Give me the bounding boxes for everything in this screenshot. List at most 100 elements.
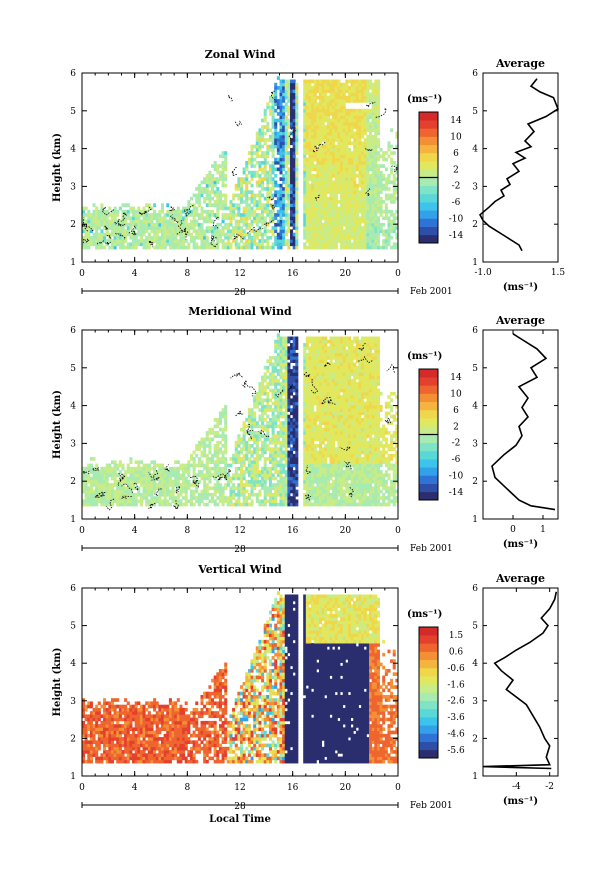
heatmap-cell (290, 411, 294, 416)
heatmap-cell (395, 232, 398, 237)
heatmap-cell (187, 486, 191, 491)
heatmap-cell (326, 105, 330, 110)
heatmap-cell (376, 86, 380, 90)
heatmap-cell (305, 466, 309, 471)
heatmap-cell (232, 229, 236, 234)
heatmap-cell (253, 447, 257, 451)
heatmap-cell (261, 502, 265, 507)
heatmap-cell (340, 170, 344, 175)
heatmap-cell (313, 502, 317, 507)
heatmap-cell (271, 460, 275, 464)
heatmap-cell (358, 134, 362, 139)
heatmap-cell (358, 193, 362, 198)
profile-y-tick-label: 2 (472, 220, 478, 230)
heatmap-cell (87, 239, 91, 243)
heatmap-cell (263, 216, 267, 221)
heatmap-cell (92, 242, 96, 247)
heatmap-cell (313, 193, 317, 198)
heatmap-cell (295, 118, 299, 123)
heatmap-cell (139, 466, 143, 471)
heatmap-cell (271, 209, 275, 214)
heatmap-cell (200, 453, 204, 458)
heatmap-cell (363, 180, 367, 185)
heatmap-cell (334, 167, 338, 172)
heatmap-cell (303, 164, 307, 168)
heatmap-cell (350, 232, 354, 237)
heatmap-cell (329, 105, 333, 110)
heatmap-cell (255, 213, 259, 217)
heatmap-cell (366, 209, 370, 214)
heatmap-cell (355, 118, 359, 123)
heatmap-cell (361, 92, 365, 97)
heatmap-cell (187, 473, 191, 478)
heatmap-cell (274, 404, 278, 409)
heatmap-cell (232, 203, 236, 207)
heatmap-cell (308, 408, 312, 412)
heatmap-cell (345, 239, 349, 243)
heatmap-cell (332, 239, 336, 243)
heatmap-cell (316, 115, 320, 120)
heatmap-cell (158, 242, 162, 247)
heatmap-cell (108, 226, 112, 230)
heatmap-cell (292, 499, 296, 504)
heatmap-cell (274, 144, 278, 149)
heatmap-cell (103, 486, 107, 491)
heatmap-cell (97, 213, 101, 217)
heatmap-cell (100, 239, 104, 243)
heatmap-cell (332, 125, 336, 129)
heatmap-cell (247, 239, 251, 243)
heatmap-cell (263, 378, 267, 383)
heatmap-cell (250, 206, 254, 211)
heatmap-cell (247, 411, 251, 416)
heatmap-cell (263, 196, 267, 201)
heatmap-cell (342, 180, 346, 185)
heatmap-cell (166, 209, 170, 214)
heatmap-cell (263, 502, 267, 507)
heatmap-cell (158, 463, 162, 468)
heatmap-cell (374, 128, 378, 133)
heatmap-cell (229, 216, 233, 221)
heatmap-cell (308, 375, 312, 380)
heatmap-cell (376, 108, 380, 113)
heatmap-cell (292, 369, 296, 373)
heatmap-cell (263, 229, 267, 234)
colorbar-swatch (419, 120, 438, 129)
heatmap-cell (355, 157, 359, 162)
heatmap-cell (369, 216, 373, 221)
heatmap-cell (263, 167, 267, 172)
heatmap-cell (271, 245, 275, 250)
heatmap-cell (332, 206, 336, 211)
heatmap-cell (392, 183, 396, 188)
heatmap-cell (237, 245, 241, 250)
heatmap-cell (287, 242, 291, 247)
heatmap-cell (197, 496, 201, 500)
heatmap-cell (158, 483, 162, 487)
heatmap-cell (321, 157, 325, 162)
heatmap-cell (168, 222, 172, 227)
heatmap-cell (276, 447, 280, 451)
heatmap-cell (263, 177, 267, 181)
heatmap-cell (261, 232, 265, 237)
heatmap-cell (374, 216, 378, 221)
heatmap-cell (358, 180, 362, 185)
heatmap-cell (271, 177, 275, 181)
heatmap-cell (287, 151, 291, 155)
heatmap-cell (126, 203, 130, 207)
heatmap-cell (319, 144, 323, 149)
heatmap-cell (245, 499, 249, 504)
heatmap-cell (347, 187, 351, 191)
heatmap-cell (203, 200, 207, 204)
heatmap-cell (305, 95, 309, 100)
heatmap-cell (137, 499, 141, 504)
heatmap-cell (392, 193, 396, 198)
heatmap-cell (108, 483, 112, 487)
heatmap-cell (376, 79, 380, 84)
heatmap-cell (211, 203, 215, 207)
heatmap-cell (305, 339, 309, 344)
heatmap-cell (308, 457, 312, 461)
heatmap-cell (261, 131, 265, 136)
heatmap-cell (334, 102, 338, 106)
heatmap-cell (268, 196, 272, 201)
heatmap-cell (347, 112, 351, 116)
heatmap-cell (268, 447, 272, 451)
